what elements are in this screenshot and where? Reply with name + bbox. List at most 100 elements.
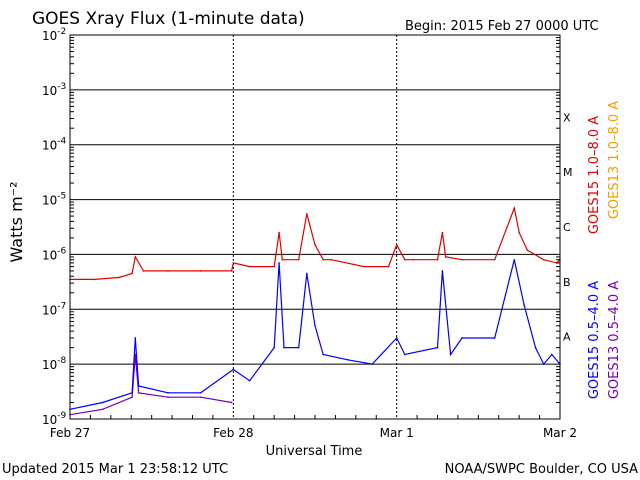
data-point: [371, 363, 373, 365]
y-axis-label: Watts m⁻²: [7, 181, 26, 262]
data-point: [412, 258, 414, 261]
data-point: [534, 346, 537, 349]
y-tick-label: 10-2: [42, 27, 66, 43]
y-tick-label: 10-5: [42, 192, 66, 208]
credit-label: NOAA/SWPC Boulder, CO USA: [445, 462, 638, 477]
data-point: [281, 258, 284, 261]
data-point: [322, 353, 324, 356]
data-point: [436, 346, 439, 349]
data-point: [542, 363, 545, 365]
data-point: [131, 392, 133, 394]
y-tick-label: 10-8: [42, 356, 67, 372]
data-point: [199, 396, 202, 398]
legend-entry: GOES15 1.0–8.0 A: [587, 116, 602, 234]
data-point: [513, 258, 516, 261]
legend-entry: GOES15 0.5–4.0 A: [587, 281, 602, 399]
data-point: [273, 346, 275, 349]
flare-class-x: X: [563, 111, 571, 124]
data-point: [232, 368, 235, 371]
data-point: [523, 304, 525, 306]
data-point: [493, 258, 496, 261]
data-point: [93, 278, 96, 281]
data-point: [330, 258, 333, 261]
data-point: [449, 353, 452, 356]
data-point: [441, 270, 444, 272]
x-axis-ticks: Feb 27 Feb 28 Mar 1 Mar 2: [50, 415, 577, 440]
updated-timestamp: Updated 2015 Mar 1 23:58:12 UTC: [2, 462, 228, 477]
data-series: [69, 205, 561, 416]
data-point: [167, 270, 169, 272]
data-point: [278, 231, 280, 234]
data-point: [278, 262, 280, 264]
x-tick-label: Mar 1: [380, 426, 414, 440]
data-point: [137, 385, 140, 387]
data-point: [142, 270, 145, 272]
legend-entry: GOES13 0.5–4.0 A: [607, 281, 622, 399]
y-tick-label: 10-9: [42, 411, 67, 427]
data-point: [248, 379, 251, 382]
data-point: [101, 401, 104, 404]
grid-lines: [70, 35, 560, 419]
legend: GOES15 1.0–8.0 A GOES13 1.0–8.0 A GOES15 0…: [587, 101, 622, 399]
flare-class-m: M: [563, 166, 573, 179]
data-point: [346, 358, 349, 361]
series-line: [69, 354, 232, 416]
data-point: [118, 276, 120, 279]
plot-frame: [69, 34, 561, 420]
chart-title: GOES Xray Flux (1-minute data): [32, 9, 305, 29]
data-point: [441, 231, 444, 234]
begin-date-label: Begin: 2015 Feb 27 0000 UTC: [405, 19, 599, 34]
data-point: [322, 258, 324, 261]
data-point: [542, 258, 545, 261]
data-point: [199, 270, 202, 272]
data-point: [551, 353, 553, 356]
data-point: [230, 270, 233, 272]
data-point: [363, 265, 365, 268]
legend-entry: GOES13 1.0–8.0 A: [607, 101, 622, 219]
data-point: [436, 258, 439, 261]
x-tick-label: Feb 28: [213, 426, 253, 440]
data-point: [513, 207, 516, 209]
data-point: [526, 249, 529, 251]
data-point: [232, 262, 235, 264]
data-point: [167, 392, 169, 394]
x-axis-label: Universal Time: [266, 444, 363, 459]
data-point: [461, 258, 463, 261]
data-point: [273, 265, 275, 268]
flare-class-c: C: [563, 221, 571, 234]
flare-class-labels: X M C B A: [563, 111, 573, 343]
y-tick-label: 10-7: [42, 301, 66, 317]
data-point: [444, 256, 447, 258]
series-line: [70, 205, 561, 280]
data-point: [297, 258, 300, 261]
data-point: [314, 243, 316, 246]
data-point: [306, 213, 308, 215]
y-tick-label: 10-4: [42, 137, 67, 153]
x-tick-label: Feb 27: [50, 426, 90, 440]
flare-class-a: A: [563, 331, 571, 344]
data-point: [518, 231, 520, 234]
y-axis-ticks: 10-2 10-3 10-4 10-5 10-6 10-7 10-8 10-9: [42, 27, 560, 427]
y-tick-label: 10-6: [42, 246, 67, 262]
data-point: [387, 265, 390, 268]
data-point: [297, 346, 300, 349]
data-point: [404, 353, 406, 356]
data-point: [134, 256, 137, 258]
data-point: [230, 401, 233, 404]
data-point: [461, 337, 463, 339]
data-point: [306, 272, 308, 275]
data-point: [131, 396, 133, 398]
data-point: [395, 337, 398, 339]
data-point: [134, 337, 137, 339]
data-point: [404, 258, 406, 261]
data-point: [248, 265, 251, 268]
data-point: [101, 408, 104, 411]
flare-class-b: B: [563, 276, 571, 289]
series-line: [69, 259, 561, 410]
data-point: [314, 324, 316, 327]
x-tick-label: Mar 2: [543, 426, 577, 440]
data-point: [199, 392, 202, 394]
data-point: [131, 272, 133, 275]
